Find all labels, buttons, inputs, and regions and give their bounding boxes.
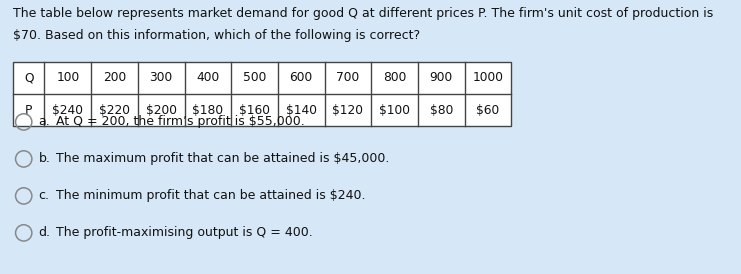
Text: $240: $240: [53, 104, 83, 117]
Text: $80: $80: [430, 104, 453, 117]
Text: The minimum profit that can be attained is $240.: The minimum profit that can be attained …: [56, 189, 365, 202]
Text: $100: $100: [379, 104, 410, 117]
Text: 700: 700: [336, 71, 359, 84]
Text: The maximum profit that can be attained is $45,000.: The maximum profit that can be attained …: [56, 152, 389, 165]
Text: 100: 100: [56, 71, 79, 84]
Text: 300: 300: [150, 71, 173, 84]
Text: At Q = 200, the firm’s profit is $55,000.: At Q = 200, the firm’s profit is $55,000…: [56, 115, 305, 129]
Text: 400: 400: [196, 71, 219, 84]
Text: b.: b.: [39, 152, 50, 165]
Text: $60: $60: [476, 104, 499, 117]
Text: $70. Based on this information, which of the following is correct?: $70. Based on this information, which of…: [13, 29, 420, 42]
Text: P: P: [25, 104, 33, 117]
Text: $120: $120: [333, 104, 363, 117]
Text: $200: $200: [146, 104, 176, 117]
Text: Q: Q: [24, 71, 33, 84]
Text: $180: $180: [192, 104, 224, 117]
Text: d.: d.: [39, 226, 50, 239]
Text: 600: 600: [290, 71, 313, 84]
Text: c.: c.: [39, 189, 50, 202]
Text: 200: 200: [103, 71, 126, 84]
Text: 900: 900: [430, 71, 453, 84]
Text: $140: $140: [286, 104, 316, 117]
Text: The profit-maximising output is Q = 400.: The profit-maximising output is Q = 400.: [56, 226, 312, 239]
Text: The table below represents market demand for good Q at different prices P. The f: The table below represents market demand…: [13, 7, 714, 20]
Text: a.: a.: [39, 115, 50, 129]
Text: 1000: 1000: [473, 71, 503, 84]
Text: $220: $220: [99, 104, 130, 117]
Text: 800: 800: [383, 71, 406, 84]
Text: 500: 500: [243, 71, 266, 84]
Text: $160: $160: [239, 104, 270, 117]
Bar: [13, 62, 511, 126]
